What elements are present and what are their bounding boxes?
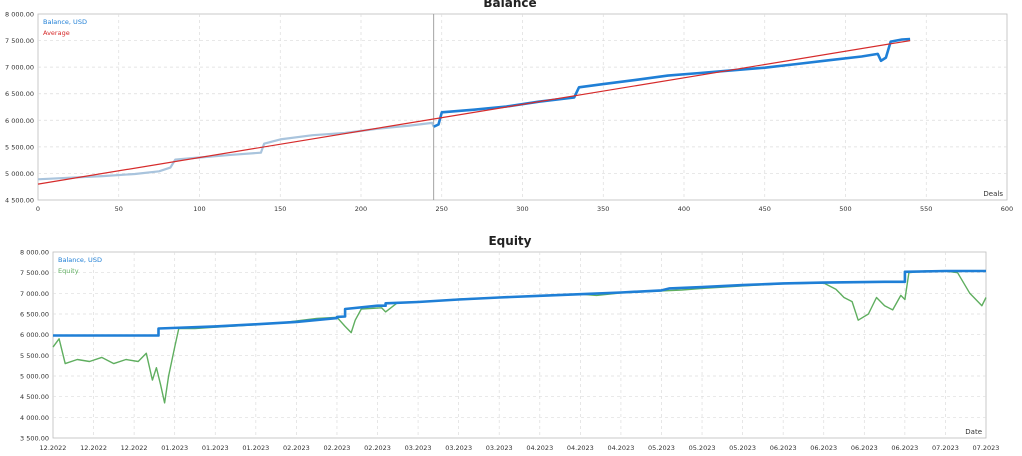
x-tick-label: 07.2023 xyxy=(973,444,1000,452)
plot-frame xyxy=(52,251,987,439)
y-tick-label: 5 500.00 xyxy=(20,352,49,360)
x-tick-label: 05.2023 xyxy=(729,444,756,452)
x-tick-label: 12.2022 xyxy=(121,444,148,452)
legend-equity: Equity xyxy=(58,267,79,275)
y-tick-label: 4 000.00 xyxy=(20,414,49,422)
x-tick-label: 50 xyxy=(115,205,123,213)
y-tick-label: 5 500.00 xyxy=(5,143,34,151)
x-tick-label: 400 xyxy=(678,205,690,213)
x-tick-label: 02.2023 xyxy=(324,444,351,452)
legend-balance: Balance, USD xyxy=(43,18,87,26)
balance-chart-title: Balance xyxy=(483,0,536,10)
x-tick-label: 200 xyxy=(355,205,367,213)
x-tick-label: 03.2023 xyxy=(445,444,472,452)
x-tick-label: 600 xyxy=(1001,205,1013,213)
x-tick-label: 01.2023 xyxy=(161,444,188,452)
y-tick-label: 5 000.00 xyxy=(20,373,49,381)
x-tick-label: 04.2023 xyxy=(526,444,553,452)
y-tick-label: 7 500.00 xyxy=(5,37,34,45)
x-tick-label: 05.2023 xyxy=(648,444,675,452)
y-tick-label: 8 000.00 xyxy=(20,249,49,257)
y-tick-label: 5 000.00 xyxy=(5,170,34,178)
y-tick-label: 7 000.00 xyxy=(20,290,49,298)
x-tick-label: 12.2022 xyxy=(40,444,67,452)
y-tick-label: 6 000.00 xyxy=(20,331,49,339)
y-tick-label: 4 500.00 xyxy=(20,393,49,401)
y-tick-label: 6 500.00 xyxy=(5,90,34,98)
x-tick-label: 150 xyxy=(274,205,286,213)
balance-series-line xyxy=(433,37,911,128)
x-tick-label: 300 xyxy=(516,205,528,213)
x-tick-label: 01.2023 xyxy=(202,444,229,452)
x-axis-label: Deals xyxy=(983,190,1003,198)
x-tick-label: 05.2023 xyxy=(689,444,716,452)
x-tick-label: 550 xyxy=(920,205,932,213)
balance-chart: Balance 4 500.00 5 000.00 5 500.00 6 000.00 6… xyxy=(5,0,1013,213)
x-tick-label: 06.2023 xyxy=(851,444,878,452)
x-axis-label: Date xyxy=(965,428,982,436)
legend-average: Average xyxy=(43,29,70,37)
x-tick-label: 03.2023 xyxy=(486,444,513,452)
x-tick-label: 02.2023 xyxy=(364,444,391,452)
x-tick-label: 02.2023 xyxy=(283,444,310,452)
y-tick-label: 6 500.00 xyxy=(20,311,49,319)
y-tick-label: 7 500.00 xyxy=(20,269,49,277)
x-tick-label: 500 xyxy=(839,205,851,213)
x-tick-label: 100 xyxy=(193,205,205,213)
x-tick-label: 06.2023 xyxy=(770,444,797,452)
x-tick-label: 250 xyxy=(436,205,448,213)
x-tick-label: 04.2023 xyxy=(607,444,634,452)
x-tick-label: 450 xyxy=(759,205,771,213)
x-tick-label: 01.2023 xyxy=(242,444,269,452)
x-tick-label: 04.2023 xyxy=(567,444,594,452)
x-tick-label: 07.2023 xyxy=(932,444,959,452)
legend-balance: Balance, USD xyxy=(58,256,102,264)
equity-chart: Equity 3 500.00 4 000.00 4 500.00 5 000.00 5 … xyxy=(20,234,999,452)
x-tick-label: 0 xyxy=(36,205,40,213)
y-tick-label: 6 000.00 xyxy=(5,117,34,125)
equity-chart-title: Equity xyxy=(488,234,531,248)
y-tick-label: 8 000.00 xyxy=(5,11,34,19)
balance-series-history xyxy=(37,121,435,181)
y-tick-label: 4 500.00 xyxy=(5,197,34,205)
x-tick-label: 06.2023 xyxy=(891,444,918,452)
y-tick-label: 3 500.00 xyxy=(20,435,49,443)
x-tick-label: 12.2022 xyxy=(80,444,107,452)
x-tick-label: 06.2023 xyxy=(810,444,837,452)
average-series-line xyxy=(37,40,911,185)
x-tick-label: 03.2023 xyxy=(405,444,432,452)
x-tick-label: 350 xyxy=(597,205,609,213)
balance-series-line xyxy=(53,269,986,337)
y-tick-label: 7 000.00 xyxy=(5,64,34,72)
